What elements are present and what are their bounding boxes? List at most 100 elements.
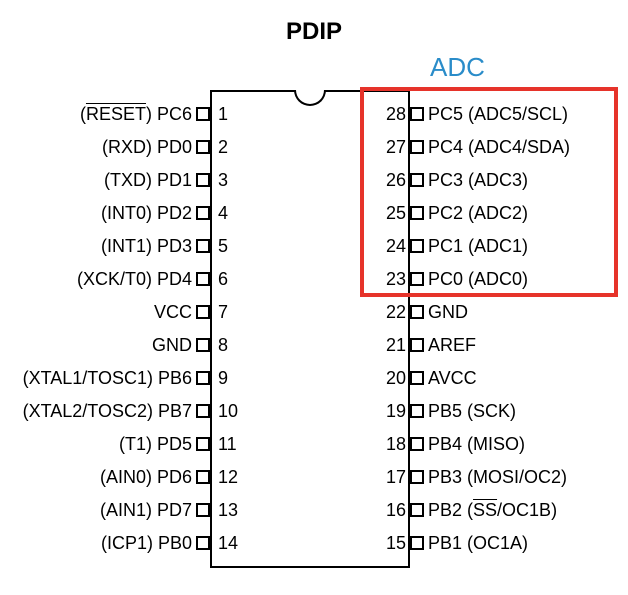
package-title: PDIP — [286, 18, 342, 46]
pin-row-right: PC0 (ADC0) — [410, 269, 528, 289]
pin-row-left: (TXD) PD1 — [104, 170, 210, 190]
pin-number: 10 — [218, 401, 238, 422]
pin-row-left: (INT1) PD3 — [101, 236, 210, 256]
pin-row-left: (ICP1) PB0 — [101, 533, 210, 553]
pin-label: (AIN0) PD6 — [100, 467, 192, 488]
pin-label: PC1 (ADC1) — [428, 236, 528, 257]
pin-number: 9 — [218, 368, 228, 389]
pin-row-left: (T1) PD5 — [119, 434, 210, 454]
pin-label: (XTAL2/TOSC2) PB7 — [23, 401, 192, 422]
pin-number: 14 — [218, 533, 238, 554]
pin-box-icon — [410, 305, 424, 319]
pin-box-icon — [410, 107, 424, 121]
pin-row-left: VCC — [154, 302, 210, 322]
pin-box-icon — [410, 338, 424, 352]
pin-label: GND — [152, 335, 192, 356]
pin-row-right: GND — [410, 302, 468, 322]
pin-label: (TXD) PD1 — [104, 170, 192, 191]
pin-row-left: GND — [152, 335, 210, 355]
pin-label: AREF — [428, 335, 476, 356]
pin-row-right: PC3 (ADC3) — [410, 170, 528, 190]
pin-label: PC4 (ADC4/SDA) — [428, 137, 570, 158]
pin-number: 21 — [386, 335, 406, 356]
pin-box-icon — [196, 536, 210, 550]
pin-label: (ICP1) PB0 — [101, 533, 192, 554]
pin-number: 1 — [218, 104, 228, 125]
pin-label: PB1 (OC1A) — [428, 533, 528, 554]
pin-label: PB4 (MISO) — [428, 434, 525, 455]
pin-label: (RXD) PD0 — [102, 137, 192, 158]
pin-row-left: (AIN1) PD7 — [100, 500, 210, 520]
pin-row-right: AREF — [410, 335, 476, 355]
pin-label: PC0 (ADC0) — [428, 269, 528, 290]
pin-label: (INT0) PD2 — [101, 203, 192, 224]
pin-number: 19 — [386, 401, 406, 422]
pin-row-right: PC1 (ADC1) — [410, 236, 528, 256]
pin-number: 24 — [386, 236, 406, 257]
pin-label: (T1) PD5 — [119, 434, 192, 455]
pin-label: VCC — [154, 302, 192, 323]
pin-label: (INT1) PD3 — [101, 236, 192, 257]
pin-box-icon — [196, 140, 210, 154]
pin-number: 11 — [218, 434, 237, 455]
pin-number: 25 — [386, 203, 406, 224]
pin-box-icon — [410, 503, 424, 517]
pin-box-icon — [410, 470, 424, 484]
pin-number: 18 — [386, 434, 406, 455]
pin-label: PB5 (SCK) — [428, 401, 516, 422]
pin-box-icon — [196, 437, 210, 451]
pin-number: 28 — [386, 104, 406, 125]
pin-box-icon — [410, 206, 424, 220]
pin-row-right: PB5 (SCK) — [410, 401, 516, 421]
pin-box-icon — [196, 173, 210, 187]
pin-label: GND — [428, 302, 468, 323]
pin-row-right: PC4 (ADC4/SDA) — [410, 137, 570, 157]
pin-box-icon — [410, 404, 424, 418]
pin-box-icon — [410, 371, 424, 385]
pin-row-left: (RXD) PD0 — [102, 137, 210, 157]
pin-number: 8 — [218, 335, 228, 356]
pin-label: AVCC — [428, 368, 477, 389]
pin-box-icon — [410, 437, 424, 451]
pin-label: PC3 (ADC3) — [428, 170, 528, 191]
pin-box-icon — [196, 305, 210, 319]
pin-number: 23 — [386, 269, 406, 290]
chip-body — [210, 90, 410, 568]
pin-box-icon — [196, 470, 210, 484]
pin-number: 26 — [386, 170, 406, 191]
pin-number: 3 — [218, 170, 228, 191]
pin-row-left: (XCK/T0) PD4 — [77, 269, 210, 289]
pin-row-left: (XTAL2/TOSC2) PB7 — [23, 401, 210, 421]
pin-number: 6 — [218, 269, 228, 290]
pin-box-icon — [196, 404, 210, 418]
pin-row-right: PB1 (OC1A) — [410, 533, 528, 553]
pin-number: 17 — [386, 467, 406, 488]
pin-box-icon — [410, 272, 424, 286]
pin-number: 2 — [218, 137, 228, 158]
pin-row-right: AVCC — [410, 368, 477, 388]
pin-label: PC5 (ADC5/SCL) — [428, 104, 568, 125]
pin-number: 7 — [218, 302, 228, 323]
pin-box-icon — [196, 239, 210, 253]
pin-label: (RESET) PC6 — [80, 104, 192, 125]
pin-box-icon — [196, 206, 210, 220]
pin-label: PB2 (SS/OC1B) — [428, 500, 557, 521]
pin-box-icon — [410, 239, 424, 253]
pin-box-icon — [196, 272, 210, 286]
pin-number: 20 — [386, 368, 406, 389]
adc-annotation-label: ADC — [430, 52, 485, 83]
pin-row-left: (AIN0) PD6 — [100, 467, 210, 487]
pin-box-icon — [196, 338, 210, 352]
pin-label: PB3 (MOSI/OC2) — [428, 467, 567, 488]
pin-row-left: (INT0) PD2 — [101, 203, 210, 223]
pin-number: 16 — [386, 500, 406, 521]
pin-box-icon — [196, 107, 210, 121]
pin-label: (XTAL1/TOSC1) PB6 — [23, 368, 192, 389]
pin-box-icon — [410, 140, 424, 154]
pin-label: (AIN1) PD7 — [100, 500, 192, 521]
pin-number: 12 — [218, 467, 238, 488]
pin-row-right: PB3 (MOSI/OC2) — [410, 467, 567, 487]
pin-row-right: PC2 (ADC2) — [410, 203, 528, 223]
pin-label: (XCK/T0) PD4 — [77, 269, 192, 290]
pin-number: 15 — [386, 533, 406, 554]
